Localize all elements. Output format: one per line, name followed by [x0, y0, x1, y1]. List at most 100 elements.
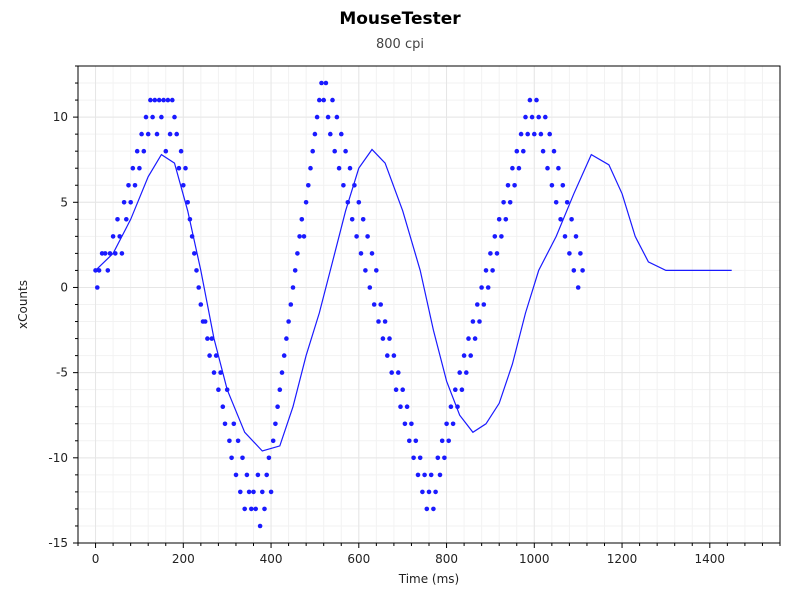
data-point — [356, 200, 362, 205]
data-point — [341, 183, 346, 188]
data-point — [299, 217, 305, 222]
data-point — [369, 251, 375, 256]
data-point — [411, 455, 416, 461]
data-point — [317, 97, 322, 103]
data-point — [235, 438, 241, 444]
data-point — [457, 370, 463, 375]
data-point — [273, 421, 278, 427]
data-point — [185, 200, 190, 205]
data-point — [148, 97, 153, 103]
data-point — [450, 421, 456, 427]
grid-major — [78, 66, 780, 544]
data-point — [385, 353, 390, 358]
data-point — [339, 131, 344, 137]
data-point — [501, 200, 506, 205]
series-line-layer — [95, 148, 732, 452]
data-point — [93, 268, 98, 273]
data-point — [290, 285, 296, 290]
data-point — [134, 148, 140, 154]
data-point — [238, 489, 243, 495]
data-point — [323, 80, 329, 86]
data-point — [349, 217, 355, 222]
data-point — [194, 268, 199, 273]
data-point — [251, 489, 256, 495]
data-point — [556, 165, 561, 171]
data-point — [352, 183, 357, 188]
data-point — [490, 268, 495, 273]
data-point — [510, 165, 515, 171]
y-tick-label: 10 — [53, 110, 68, 124]
data-point — [308, 165, 313, 171]
data-point — [400, 387, 406, 393]
data-point — [107, 251, 113, 256]
data-point — [170, 97, 175, 103]
data-point — [543, 114, 548, 120]
x-tick-label: 0 — [92, 552, 100, 566]
data-point — [132, 183, 138, 188]
series-line — [95, 148, 732, 452]
y-tick-label: -10 — [48, 451, 68, 465]
data-point — [378, 302, 384, 307]
data-point — [288, 302, 294, 307]
data-point — [409, 421, 414, 427]
x-tick-label: 200 — [172, 552, 195, 566]
data-point — [174, 131, 179, 137]
data-point — [479, 285, 484, 290]
data-point — [558, 217, 563, 222]
data-point — [284, 336, 289, 341]
data-point — [422, 472, 427, 478]
data-point — [165, 97, 171, 103]
data-point — [575, 285, 581, 290]
y-axis-label: xCounts — [16, 280, 30, 329]
data-point — [488, 251, 493, 256]
data-point — [527, 97, 533, 103]
data-point — [152, 97, 158, 103]
data-point — [187, 217, 193, 222]
data-point — [156, 97, 162, 103]
data-point — [483, 268, 489, 273]
x-tick-label: 400 — [260, 552, 283, 566]
data-point — [380, 336, 386, 341]
data-point — [314, 114, 320, 120]
data-point — [417, 455, 423, 461]
data-point — [536, 114, 541, 120]
data-point — [139, 131, 144, 137]
data-point — [176, 165, 182, 171]
data-point — [551, 148, 557, 154]
data-point — [466, 336, 471, 341]
data-point — [396, 370, 401, 375]
data-point — [253, 506, 258, 512]
data-point — [295, 251, 300, 256]
data-point — [453, 387, 458, 393]
data-point — [496, 217, 502, 222]
data-point — [345, 200, 351, 205]
data-point — [494, 251, 500, 256]
data-point — [358, 251, 364, 256]
data-point — [343, 148, 348, 154]
data-point — [183, 165, 188, 171]
data-point — [365, 234, 370, 239]
data-point — [354, 234, 359, 239]
data-point — [189, 234, 195, 239]
data-point — [102, 251, 108, 256]
data-point — [310, 148, 316, 154]
data-point — [306, 183, 311, 188]
data-point — [303, 200, 309, 205]
data-point — [242, 506, 247, 512]
data-point — [374, 268, 379, 273]
data-point — [569, 217, 574, 222]
data-point — [538, 131, 544, 137]
data-point — [413, 438, 419, 444]
data-point — [124, 217, 129, 222]
data-point — [485, 285, 491, 290]
data-point — [529, 114, 535, 120]
data-point — [523, 114, 528, 120]
data-point — [367, 285, 373, 290]
data-point — [455, 404, 460, 410]
data-point — [534, 97, 539, 103]
data-point — [312, 131, 318, 137]
data-point — [472, 336, 478, 341]
y-tick-label: 5 — [60, 195, 68, 209]
data-point — [435, 455, 441, 461]
